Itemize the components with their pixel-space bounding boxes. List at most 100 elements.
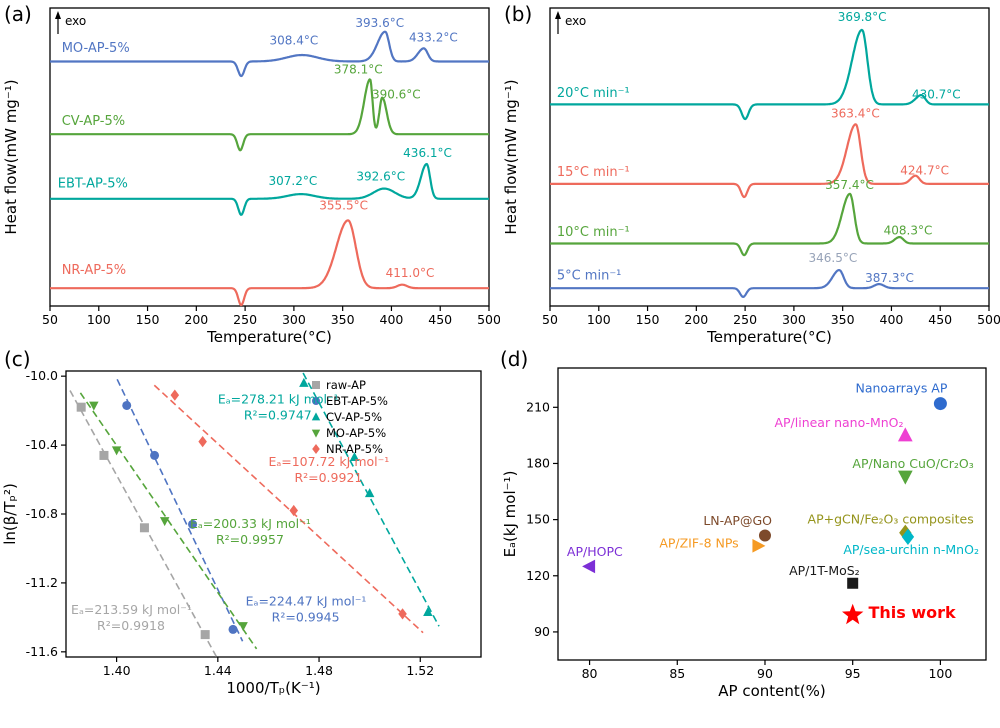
x-tick-label: 100 <box>928 666 952 681</box>
peak-annotation-346-5-c: 346.5°C <box>809 251 858 265</box>
point-label-this-work: This work <box>868 603 956 622</box>
y-axis-title: Heat flow(mW mg⁻¹) <box>502 79 520 234</box>
curve-15-c-min <box>549 123 990 199</box>
point-cv-ap-5 <box>364 488 375 498</box>
peak-annotation-433-2-c: 433.2°C <box>409 31 458 45</box>
panel-c-chart: 1.40 1.44 1.48 1.52 -10.0 -10.4 -10.8 -11.2 -11.… <box>1 368 482 697</box>
y-tick-label: 120 <box>526 568 550 583</box>
panel-a-chart: 50 100 150 200 250 300 350 400 450 500 Temperature… <box>2 7 500 345</box>
y-tick-label: -10.4 <box>26 437 58 452</box>
point-mo-ap-5 <box>111 446 122 456</box>
x-tick-label: 350 <box>831 312 855 327</box>
y-axis-title: Heat flow(mW mg⁻¹) <box>2 79 20 234</box>
legend-marker-raw-ap <box>312 381 320 389</box>
ea-annotation-e-213-59-kj-mol: Eₐ=213.59 kJ mol⁻¹ <box>71 602 192 617</box>
fit-line-nr-ap-5 <box>153 384 424 634</box>
point-label-ap-sea-urchin-n-mno: AP/sea-urchin n-MnO₂ <box>843 542 979 557</box>
point-cv-ap-5 <box>423 607 433 617</box>
x-tick-label: 500 <box>977 312 1000 327</box>
curve-10-c-min <box>549 192 990 257</box>
exo-arrow <box>55 11 61 34</box>
peak-annotation-424-7-c: 424.7°C <box>900 164 949 178</box>
x-tick-label: 1.40 <box>103 663 131 678</box>
legend-label-cv-ap-5: CV-AP-5% <box>326 410 382 424</box>
plot-frame <box>49 7 490 307</box>
point-this-work <box>842 603 864 625</box>
y-tick-label: -10.8 <box>26 506 58 521</box>
peak-annotation-436-1-c: 436.1°C <box>403 146 452 160</box>
panel-d-chart: 80 85 90 95 100 90 120 150 180 210 AP content(%) Eₐ… <box>501 367 987 700</box>
point-ln-ap-go <box>758 529 771 542</box>
x-tick-label: 1.48 <box>305 663 333 678</box>
point-label-nanoarrays-ap: Nanoarrays AP <box>855 380 947 395</box>
panel-label-a: (a) <box>4 2 32 26</box>
x-tick-label: 100 <box>87 312 111 327</box>
x-axis-title: AP content(%) <box>718 682 825 700</box>
fit-line-mo-ap-5 <box>79 392 258 650</box>
y-tick-label: -11.2 <box>26 575 58 590</box>
r2-annotation-r-0-9957: R²=0.9957 <box>216 532 284 547</box>
ea-annotation-e-107-72-kj-mol: Eₐ=107.72 kJ mol⁻¹ <box>268 454 389 469</box>
peak-annotation-308-4-c: 308.4°C <box>270 34 319 48</box>
curve-label-nr-ap-5: NR-AP-5% <box>62 263 126 278</box>
x-tick-label: 85 <box>669 666 685 681</box>
x-tick-label: 50 <box>542 312 558 327</box>
x-tick-label: 100 <box>587 312 611 327</box>
legend-marker-ebt-ap-5 <box>312 397 320 405</box>
panel-label-b: (b) <box>504 2 533 26</box>
peak-annotation-408-3-c: 408.3°C <box>884 223 933 237</box>
y-tick-label: -11.6 <box>26 644 58 659</box>
peak-annotation-357-4-c: 357.4°C <box>825 178 874 192</box>
point-cv-ap-5 <box>349 451 360 461</box>
point-raw-ap <box>139 523 149 533</box>
point-ebt-ap-5 <box>150 450 160 460</box>
y-tick-label: 180 <box>526 455 550 470</box>
curve-cv-ap-5 <box>49 78 490 152</box>
x-tick-label: 300 <box>282 312 306 327</box>
x-tick-label: 250 <box>733 312 757 327</box>
point-nr-ap-5 <box>289 504 299 517</box>
fit-line-raw-ap <box>69 390 218 657</box>
legend: raw-AP EBT-AP-5% CV-AP-5% MO-AP-5% NR-AP-5% <box>311 378 388 456</box>
curve-label-mo-ap-5: MO-AP-5% <box>62 41 130 56</box>
panel-c: (c) 1.40 1.44 1.48 1.52 -10.0 -10.4 -10.8 -11.2… <box>0 345 500 728</box>
peak-annotation-392-6-c: 392.6°C <box>356 169 405 183</box>
x-tick-label: 150 <box>636 312 660 327</box>
y-tick-label: 150 <box>526 512 550 527</box>
legend-label-nr-ap-5: NR-AP-5% <box>326 442 383 456</box>
x-tick-label: 350 <box>331 312 355 327</box>
x-tick-label: 450 <box>928 312 952 327</box>
x-tick-label: 450 <box>428 312 452 327</box>
x-axis-title: Temperature(°C) <box>206 328 332 345</box>
x-tick-label: 90 <box>757 666 773 681</box>
legend-label-raw-ap: raw-AP <box>326 378 366 392</box>
point-ebt-ap-5 <box>122 400 132 410</box>
panel-label-c: (c) <box>4 347 31 371</box>
y-tick-label: 90 <box>534 624 550 639</box>
legend-label-mo-ap-5: MO-AP-5% <box>326 426 386 440</box>
exo-label: exo <box>565 14 586 28</box>
peak-annotation-355-5-c: 355.5°C <box>319 199 368 213</box>
x-tick-label: 1.44 <box>204 663 232 678</box>
x-tick-label: 400 <box>880 312 904 327</box>
point-nr-ap-5 <box>398 608 407 620</box>
panel-label-d: (d) <box>500 347 529 371</box>
point-label-ap-gcn-fe-o-composites: AP+gCN/Fe₂O₃ composites <box>808 511 974 526</box>
point-mo-ap-5 <box>159 517 170 527</box>
point-ap-sea-urchin-n-mno <box>901 528 915 545</box>
point-label-ap-1t-mos: AP/1T-MoS₂ <box>789 563 860 578</box>
y-tick-label: 210 <box>526 399 550 414</box>
r2-annotation-r-0-9918: R²=0.9918 <box>97 618 165 633</box>
point-ap-linear-nano-mno <box>897 427 913 442</box>
plot-frame <box>557 367 987 661</box>
point-nr-ap-5 <box>170 389 180 401</box>
legend-label-ebt-ap-5: EBT-AP-5% <box>326 394 388 408</box>
point-ebt-ap-5 <box>188 519 198 529</box>
ea-annotation-e-200-33-kj-mol: Eₐ=200.33 kJ mol⁻¹ <box>190 516 311 531</box>
exo-arrow <box>555 11 561 34</box>
curve-label-20-c-min: 20°C min⁻¹ <box>557 86 630 101</box>
curve-label-10-c-min: 10°C min⁻¹ <box>557 225 630 240</box>
point-ap-1t-mos <box>847 577 859 589</box>
point-nanoarrays-ap <box>933 397 947 411</box>
